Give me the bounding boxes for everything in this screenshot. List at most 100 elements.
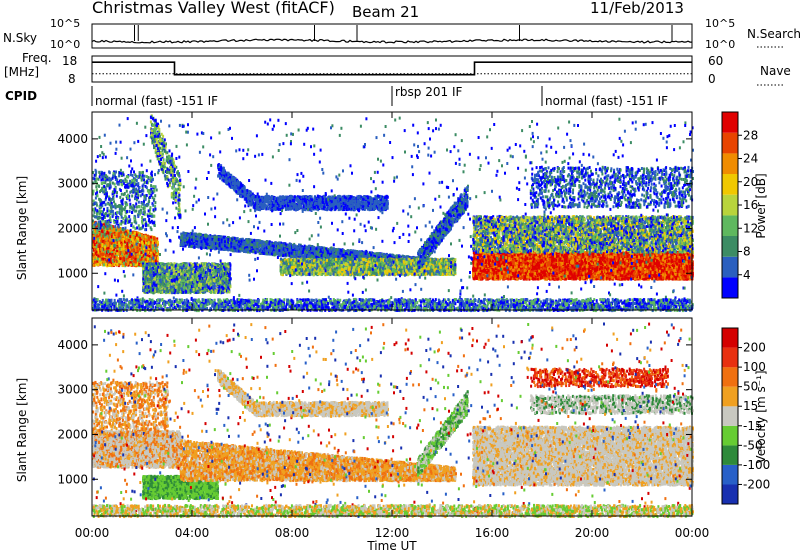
- echo-strong-early: [120, 251, 122, 254]
- nsky-trace: [92, 25, 692, 43]
- echo-early-scatter: [130, 173, 132, 176]
- echo-strong-early: [145, 242, 147, 245]
- echo-strong-early: [102, 258, 104, 261]
- echo-early-scatter: [134, 227, 136, 230]
- echo-early-scatter: [115, 216, 117, 219]
- echo-early-scatter: [150, 184, 152, 187]
- echo-strong-early: [134, 246, 136, 249]
- echo-strong-early: [105, 263, 107, 266]
- echo-strong-early: [123, 262, 125, 265]
- echo-early-scatter: [135, 210, 137, 213]
- echo-early-scatter: [122, 221, 124, 224]
- echo-strong-early: [129, 235, 131, 238]
- echo-strong-early: [125, 263, 127, 266]
- echo-strong-early: [97, 258, 99, 261]
- echo-early-scatter: [132, 174, 134, 177]
- echo-strong-early: [100, 243, 102, 246]
- echo-early-scatter: [127, 194, 129, 197]
- nsky-tick-bottom: 10^0: [50, 38, 80, 51]
- echo-strong-early: [108, 232, 110, 235]
- echo-strong-early: [137, 238, 139, 241]
- echo-early-scatter: [154, 224, 156, 227]
- echo-early-scatter: [122, 180, 124, 183]
- echo-early-scatter: [125, 201, 127, 204]
- echo-strong-early: [125, 238, 127, 241]
- echo-strong-early: [128, 239, 130, 242]
- echo-strong-early: [130, 246, 132, 249]
- echo-strong-early: [109, 249, 111, 252]
- echo-early-scatter: [142, 222, 144, 225]
- echo-strong-early: [125, 245, 127, 248]
- echo-early-scatter: [116, 195, 118, 198]
- echo-early-scatter: [151, 228, 153, 231]
- echo-strong-early: [127, 262, 129, 265]
- cpid-label: CPID: [5, 89, 37, 103]
- echo-strong-early: [119, 244, 121, 247]
- echo-strong-early: [113, 258, 115, 261]
- echo-early-scatter: [151, 171, 153, 174]
- echo-strong-early: [123, 248, 125, 251]
- echo-strong-early: [97, 248, 99, 251]
- echo-early-scatter: [109, 216, 111, 219]
- echo-early-scatter: [117, 183, 119, 186]
- echo-strong-early: [139, 256, 141, 259]
- echo-early-scatter: [113, 200, 115, 203]
- echo-early-scatter: [137, 183, 139, 186]
- echo-strong-early: [102, 253, 104, 256]
- echo-early-scatter: [115, 229, 117, 232]
- echo-strong-early: [101, 243, 103, 246]
- echo-early-scatter: [114, 225, 116, 228]
- echo-strong-early: [148, 238, 150, 241]
- echo-early-scatter: [95, 185, 97, 188]
- echo-strong-early: [108, 264, 110, 267]
- echo-early-scatter: [148, 219, 150, 222]
- echo-early-scatter: [112, 210, 114, 213]
- cpid-segment-2: rbsp 201 IF: [395, 85, 462, 99]
- echo-early-scatter: [125, 227, 127, 230]
- echo-early-scatter: [120, 189, 122, 192]
- echo-strong-early: [97, 255, 99, 258]
- echo-strong-early: [152, 241, 154, 244]
- echo-strong-early: [127, 246, 129, 249]
- echo-strong-early: [101, 230, 103, 233]
- echo-strong-early: [118, 263, 120, 266]
- echo-early-scatter: [132, 226, 134, 229]
- echo-strong-early: [115, 232, 117, 235]
- echo-strong-early: [139, 248, 141, 251]
- plot-title: Christmas Valley West (fitACF): [92, 0, 335, 17]
- echo-early-scatter: [136, 206, 138, 209]
- date-label: 11/Feb/2013: [590, 0, 684, 17]
- echo-strong-early: [120, 255, 122, 258]
- echo-early-scatter: [109, 187, 111, 190]
- cpid-segment-1: normal (fast) -151 IF: [95, 94, 218, 108]
- echo-early-scatter: [149, 206, 151, 209]
- echo-early-scatter: [142, 225, 144, 228]
- echo-early-scatter: [118, 225, 120, 228]
- echo-strong-early: [129, 255, 131, 258]
- echo-strong-early: [116, 263, 118, 266]
- freq-tick-top: 18: [62, 54, 77, 68]
- echo-strong-early: [93, 231, 95, 234]
- nsky-label: N.Sky: [3, 31, 37, 45]
- echo-strong-early: [121, 235, 123, 238]
- echo-strong-early: [132, 239, 134, 242]
- echo-strong-early: [142, 258, 144, 261]
- echo-early-scatter: [154, 201, 156, 204]
- echo-early-scatter: [93, 208, 95, 211]
- echo-early-scatter: [137, 194, 139, 197]
- echo-early-scatter: [124, 178, 126, 181]
- echo-early-scatter: [141, 216, 143, 219]
- echo-strong-early: [154, 254, 156, 257]
- echo-early-scatter: [111, 225, 113, 228]
- echo-early-scatter: [113, 221, 115, 224]
- nave-tick-top: 60: [708, 54, 723, 68]
- echo-early-scatter: [129, 210, 131, 213]
- echo-early-scatter: [121, 205, 123, 208]
- echo-early-scatter: [144, 218, 146, 221]
- echo-early-scatter: [153, 215, 155, 218]
- echo-strong-early: [126, 255, 128, 258]
- echo-strong-early: [136, 246, 138, 249]
- echo-early-scatter: [96, 209, 98, 212]
- echo-strong-early: [150, 236, 152, 239]
- echo-strong-early: [140, 264, 142, 267]
